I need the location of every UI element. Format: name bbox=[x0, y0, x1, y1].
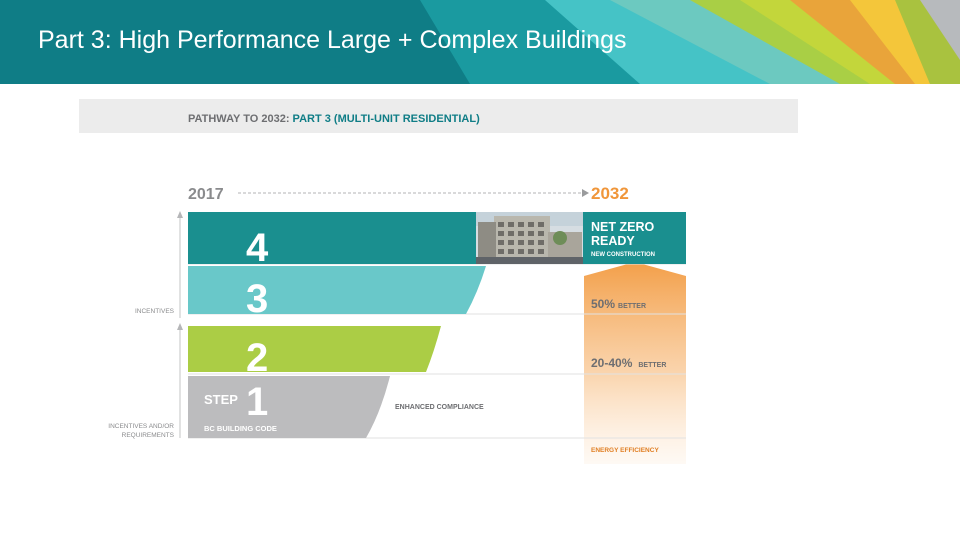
incentives-requirements-label-1: INCENTIVES AND/OR bbox=[108, 423, 174, 430]
net-zero-line-1: NET ZERO bbox=[591, 220, 654, 234]
timeline-end: 2032 bbox=[591, 184, 629, 203]
slide-title: Part 3: High Performance Large + Complex… bbox=[38, 26, 627, 54]
figure-header-prefix: PATHWAY TO 2032: bbox=[188, 113, 293, 125]
figure-header-emphasis: PART 3 (MULTI-UNIT RESIDENTIAL) bbox=[293, 113, 481, 125]
incentives-requirements-label-2: REQUIREMENTS bbox=[122, 432, 175, 439]
requirements-axis-arrow bbox=[177, 323, 183, 330]
net-zero-box bbox=[584, 212, 686, 264]
target-20-40-word: BETTER bbox=[638, 362, 666, 369]
step-2-number: 2 bbox=[246, 336, 268, 380]
step-word: STEP bbox=[204, 392, 238, 407]
bc-building-code-label: BC BUILDING CODE bbox=[204, 424, 277, 433]
enhanced-compliance-label: ENHANCED COMPLIANCE bbox=[395, 404, 484, 411]
incentives-axis-arrow bbox=[177, 211, 183, 218]
step-4-number: 4 bbox=[246, 226, 269, 270]
timeline-start: 2017 bbox=[188, 186, 224, 203]
net-zero-line-2: READY bbox=[591, 234, 635, 248]
step-3-band bbox=[188, 266, 486, 314]
net-zero-sub: NEW CONSTRUCTION bbox=[591, 252, 655, 258]
target-20-40-label: 20-40% BETTER bbox=[591, 356, 666, 370]
target-20-40-value: 20-40% bbox=[591, 356, 633, 370]
step-1-band bbox=[188, 376, 390, 438]
energy-efficiency-arrow bbox=[584, 262, 686, 464]
banner-stripe bbox=[790, 0, 925, 84]
title-banner bbox=[0, 0, 960, 84]
energy-efficiency-label: ENERGY EFFICIENCY bbox=[591, 447, 659, 454]
step-1-number: 1 bbox=[246, 380, 268, 424]
target-50-label: 50% BETTER bbox=[591, 297, 646, 311]
banner-stripe bbox=[920, 0, 960, 60]
banner-stripe bbox=[740, 0, 905, 84]
building-photo bbox=[476, 212, 583, 264]
figure-header-title: PATHWAY TO 2032: PART 3 (MULTI-UNIT RESI… bbox=[188, 113, 480, 125]
banner-stripe bbox=[850, 0, 935, 84]
step-3-number: 3 bbox=[246, 277, 268, 321]
timeline-arrowhead bbox=[582, 189, 589, 197]
incentives-label: INCENTIVES bbox=[135, 308, 175, 315]
target-50-word: BETTER bbox=[618, 303, 646, 310]
target-50-value: 50% bbox=[591, 297, 615, 311]
step-2-band bbox=[188, 326, 441, 372]
figure-header-strip bbox=[79, 99, 798, 133]
